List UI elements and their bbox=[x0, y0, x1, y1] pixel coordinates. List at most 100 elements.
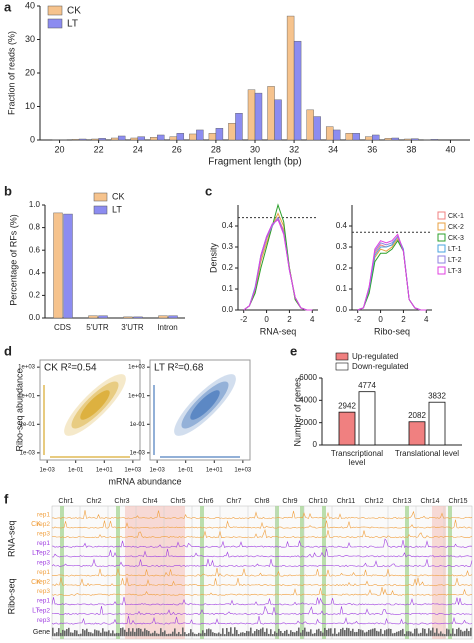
x-tick-label: 38 bbox=[406, 144, 416, 154]
chromosome-label: Chr13 bbox=[392, 498, 411, 505]
gene-density bbox=[134, 631, 136, 637]
gene-density bbox=[286, 629, 288, 637]
y-axis-title: Fraction of reads (%) bbox=[6, 31, 16, 115]
gene-density bbox=[254, 631, 256, 637]
x-tick-label: 28 bbox=[211, 144, 221, 154]
gene-density bbox=[448, 629, 450, 637]
gene-density bbox=[374, 628, 376, 637]
bar bbox=[208, 133, 217, 141]
gene-density bbox=[88, 631, 90, 637]
assay-label: RNA-seq bbox=[6, 521, 16, 558]
bar bbox=[157, 134, 165, 141]
gene-density bbox=[72, 632, 74, 637]
x-tick-label: 4 bbox=[310, 315, 315, 324]
replicate-label: rep3 bbox=[37, 617, 50, 624]
x-tick-label: 3'UTR bbox=[121, 323, 144, 332]
gene-density bbox=[116, 632, 118, 637]
gene-density bbox=[334, 628, 336, 637]
x-tick-label: 1e+01 bbox=[96, 468, 114, 474]
bar bbox=[117, 135, 126, 141]
gene-density bbox=[354, 632, 356, 637]
y-tick-label: 1e+01 bbox=[128, 393, 146, 399]
highlight-region bbox=[60, 506, 64, 639]
y-tick-label: 0.2 bbox=[29, 291, 41, 300]
y-axis-title: Number of genes bbox=[292, 377, 302, 447]
gene-density bbox=[422, 628, 424, 637]
gene-density bbox=[186, 634, 188, 637]
x-tick-label: -2 bbox=[354, 315, 362, 324]
gene-density bbox=[416, 628, 418, 637]
gene-density bbox=[212, 632, 214, 637]
gene-density bbox=[390, 628, 392, 637]
gene-density bbox=[458, 627, 460, 637]
sample-label: CK bbox=[31, 521, 41, 528]
x-tick-label: 2 bbox=[287, 315, 292, 324]
gene-density bbox=[370, 629, 372, 637]
gene-density bbox=[248, 631, 250, 637]
replicate-label: rep2 bbox=[37, 521, 50, 528]
gene-density bbox=[174, 628, 176, 637]
highlight-region bbox=[322, 506, 326, 639]
chromosome-label: Chr11 bbox=[337, 498, 356, 505]
gene-density bbox=[446, 628, 448, 637]
bar bbox=[88, 315, 98, 319]
gene-density bbox=[360, 629, 362, 637]
bar bbox=[158, 315, 168, 319]
x-tick-label: 1e-03 bbox=[149, 468, 165, 474]
x-axis-title: RNA-seq bbox=[260, 326, 297, 336]
legend-label: CK bbox=[67, 6, 81, 17]
chromosome-label: Chr2 bbox=[86, 498, 101, 505]
gene-density bbox=[312, 633, 314, 637]
legend-swatch bbox=[335, 352, 349, 361]
gene-density bbox=[184, 632, 186, 637]
bar bbox=[130, 137, 138, 141]
gene-density bbox=[322, 632, 324, 637]
sample-label: CK bbox=[31, 579, 41, 586]
track-signal bbox=[51, 519, 472, 529]
gene-density bbox=[244, 632, 246, 637]
gene-density bbox=[92, 633, 94, 637]
y-tick-label: 1e+01 bbox=[18, 393, 36, 399]
bar bbox=[71, 139, 80, 141]
y-tick-label: 0.0 bbox=[222, 305, 234, 314]
gene-density bbox=[402, 628, 404, 637]
bar bbox=[338, 411, 356, 446]
y-tick-label: 0.4 bbox=[222, 221, 234, 230]
gene-density bbox=[284, 630, 286, 637]
bar bbox=[98, 315, 108, 319]
y-tick-label: 0.1 bbox=[222, 284, 234, 293]
y-tick-label: 0.4 bbox=[336, 221, 348, 230]
gene-density bbox=[84, 630, 86, 637]
bar bbox=[228, 123, 236, 141]
bar bbox=[247, 89, 256, 141]
legend-swatch bbox=[437, 211, 446, 220]
y-tick-label: 1e+03 bbox=[128, 365, 146, 371]
x-tick-label: 40 bbox=[445, 144, 455, 154]
chromosome-label: Chr4 bbox=[142, 498, 157, 505]
gene-density bbox=[270, 629, 272, 637]
gene-density bbox=[100, 632, 102, 637]
gene-density bbox=[68, 627, 70, 637]
replicate-label: rep3 bbox=[37, 531, 50, 538]
y-tick-label: 0.3 bbox=[336, 242, 348, 251]
x-tick-label: Translational level bbox=[394, 449, 460, 458]
y-tick-label: 1e-01 bbox=[20, 422, 36, 428]
gene-density bbox=[136, 628, 138, 637]
gene-density bbox=[262, 627, 264, 637]
gene-density bbox=[348, 628, 350, 637]
gene-density bbox=[90, 632, 92, 637]
assay-label: Ribo-seq bbox=[6, 578, 16, 614]
x-tick-label: CDS bbox=[54, 323, 71, 332]
replicate-label: rep3 bbox=[37, 588, 50, 595]
gene-density bbox=[272, 634, 274, 637]
x-tick-label: 1e-01 bbox=[68, 468, 84, 474]
gene-density bbox=[380, 628, 382, 637]
gene-density bbox=[182, 627, 184, 637]
gene-density bbox=[60, 632, 62, 637]
x-axis-title: Ribo-seq bbox=[374, 326, 410, 336]
replicate-label: rep2 bbox=[37, 607, 50, 614]
legend-label: Up-regulated bbox=[352, 352, 398, 361]
legend-swatch bbox=[47, 18, 63, 29]
bar bbox=[215, 128, 224, 141]
bar bbox=[168, 315, 178, 319]
